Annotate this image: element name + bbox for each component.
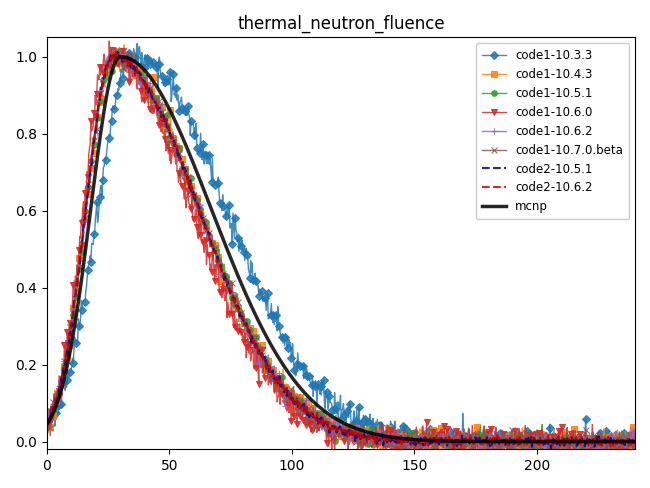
code1-10.5.1 bbox=[116, 45, 124, 51]
code1-10.4.3 bbox=[491, 435, 499, 441]
code1-10.7.0.beta bbox=[551, 434, 558, 440]
mcnp bbox=[489, 439, 497, 445]
code2-10.5.1 bbox=[385, 434, 393, 440]
code1-10.4.3 bbox=[120, 42, 128, 48]
code1-10.4.3 bbox=[43, 422, 51, 428]
code2-10.5.1 bbox=[547, 446, 555, 451]
code1-10.6.0 bbox=[553, 461, 561, 467]
code1-10.7.0.beta bbox=[419, 437, 427, 443]
code1-10.5.1 bbox=[631, 433, 639, 439]
code2-10.6.2 bbox=[112, 48, 120, 54]
code1-10.6.2 bbox=[550, 443, 558, 448]
Title: thermal_neutron_fluence: thermal_neutron_fluence bbox=[237, 15, 445, 33]
code1-10.6.2 bbox=[419, 438, 426, 444]
mcnp bbox=[400, 436, 408, 442]
code1-10.3.3 bbox=[551, 445, 558, 451]
code1-10.4.3 bbox=[79, 232, 86, 238]
code1-10.7.0.beta bbox=[385, 436, 393, 442]
mcnp bbox=[43, 422, 51, 427]
code1-10.7.0.beta bbox=[112, 45, 120, 51]
code1-10.6.0 bbox=[385, 434, 393, 440]
code1-10.6.0 bbox=[105, 38, 113, 44]
code2-10.6.2 bbox=[43, 420, 51, 426]
code2-10.6.2 bbox=[491, 437, 499, 443]
code1-10.6.2 bbox=[489, 444, 497, 450]
code1-10.6.2 bbox=[631, 453, 639, 459]
Legend: code1-10.3.3, code1-10.4.3, code1-10.5.1, code1-10.6.0, code1-10.6.2, code1-10.7: code1-10.3.3, code1-10.4.3, code1-10.5.1… bbox=[476, 43, 629, 219]
code2-10.5.1 bbox=[79, 233, 86, 239]
code1-10.6.0 bbox=[79, 205, 86, 211]
code2-10.6.2 bbox=[631, 440, 639, 446]
Line: code2-10.5.1: code2-10.5.1 bbox=[47, 52, 635, 448]
code1-10.6.0 bbox=[400, 427, 408, 433]
code1-10.7.0.beta bbox=[417, 451, 424, 457]
code1-10.4.3 bbox=[631, 447, 639, 452]
Line: code1-10.6.0: code1-10.6.0 bbox=[44, 38, 638, 467]
code1-10.5.1 bbox=[385, 439, 393, 445]
code1-10.4.3 bbox=[385, 440, 393, 446]
code1-10.3.3 bbox=[43, 410, 51, 416]
code1-10.5.1 bbox=[400, 433, 408, 439]
code1-10.7.0.beta bbox=[79, 237, 86, 243]
Line: code1-10.3.3: code1-10.3.3 bbox=[44, 41, 638, 464]
code1-10.6.2 bbox=[79, 233, 86, 239]
mcnp bbox=[116, 54, 124, 60]
code1-10.3.3 bbox=[133, 41, 141, 46]
mcnp bbox=[79, 267, 86, 273]
Line: mcnp: mcnp bbox=[47, 57, 635, 442]
code1-10.6.2 bbox=[122, 46, 129, 52]
code2-10.5.1 bbox=[43, 416, 51, 422]
mcnp bbox=[631, 439, 639, 445]
code1-10.6.2 bbox=[400, 442, 408, 447]
code2-10.6.2 bbox=[385, 439, 393, 445]
mcnp bbox=[419, 437, 426, 443]
code1-10.7.0.beta bbox=[400, 439, 408, 445]
code1-10.6.2 bbox=[43, 418, 51, 424]
Line: code1-10.6.2: code1-10.6.2 bbox=[44, 46, 638, 459]
code2-10.6.2 bbox=[551, 439, 558, 445]
mcnp bbox=[550, 439, 558, 445]
code1-10.5.1 bbox=[551, 436, 558, 442]
Line: code1-10.5.1: code1-10.5.1 bbox=[44, 45, 638, 455]
code1-10.3.3 bbox=[631, 441, 639, 447]
code1-10.6.0 bbox=[43, 421, 51, 427]
Line: code1-10.7.0.beta: code1-10.7.0.beta bbox=[44, 45, 638, 457]
code1-10.5.1 bbox=[419, 439, 426, 445]
code2-10.5.1 bbox=[114, 49, 122, 55]
code1-10.5.1 bbox=[43, 411, 51, 417]
code2-10.5.1 bbox=[419, 440, 426, 446]
code1-10.7.0.beta bbox=[491, 441, 499, 447]
code2-10.5.1 bbox=[631, 437, 639, 443]
code1-10.4.3 bbox=[488, 453, 496, 459]
code1-10.3.3 bbox=[400, 425, 408, 431]
code1-10.5.1 bbox=[79, 233, 86, 239]
code1-10.6.0 bbox=[550, 449, 558, 455]
code2-10.5.1 bbox=[400, 439, 408, 445]
code1-10.4.3 bbox=[551, 441, 558, 447]
code1-10.7.0.beta bbox=[43, 421, 51, 427]
code1-10.3.3 bbox=[530, 458, 538, 464]
code2-10.6.2 bbox=[400, 436, 408, 442]
code1-10.4.3 bbox=[400, 442, 408, 448]
code1-10.6.0 bbox=[419, 438, 426, 444]
code1-10.3.3 bbox=[419, 424, 426, 430]
mcnp bbox=[385, 434, 393, 440]
code2-10.6.2 bbox=[449, 447, 457, 452]
code2-10.6.2 bbox=[419, 438, 426, 444]
code1-10.6.0 bbox=[489, 443, 497, 449]
code1-10.6.0 bbox=[631, 427, 639, 433]
code1-10.3.3 bbox=[489, 439, 497, 445]
code2-10.5.1 bbox=[551, 440, 558, 446]
code1-10.7.0.beta bbox=[631, 437, 639, 443]
code1-10.6.2 bbox=[385, 437, 393, 443]
Line: code1-10.4.3: code1-10.4.3 bbox=[44, 42, 638, 459]
code2-10.6.2 bbox=[79, 229, 86, 235]
Line: code2-10.6.2: code2-10.6.2 bbox=[47, 51, 635, 449]
code1-10.5.1 bbox=[544, 449, 552, 455]
code2-10.5.1 bbox=[489, 435, 497, 441]
code1-10.4.3 bbox=[419, 436, 426, 442]
code1-10.3.3 bbox=[385, 431, 393, 437]
code1-10.3.3 bbox=[79, 300, 86, 305]
code1-10.5.1 bbox=[489, 437, 497, 443]
